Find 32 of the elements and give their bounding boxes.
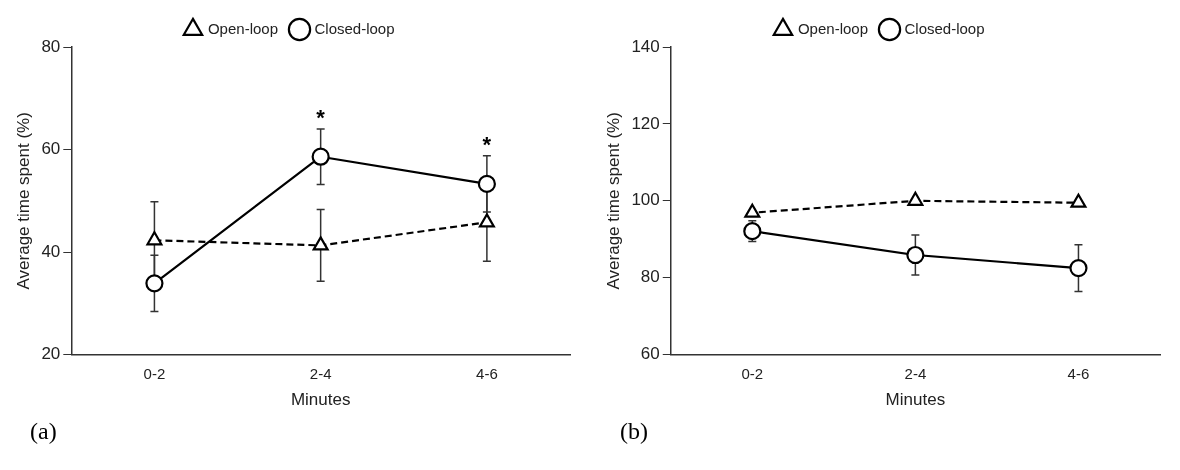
legend-label: Closed-loop [904, 19, 985, 37]
y-tick-label: 80 [640, 267, 660, 287]
y-tick-label: 60 [41, 139, 61, 159]
y-tick-label: 40 [41, 241, 61, 261]
y-tick-label: 80 [41, 36, 61, 56]
y-tick-label: 120 [631, 113, 660, 133]
text: (a) [30, 418, 57, 445]
annotation: * [482, 131, 492, 157]
legend-label: Open-loop [797, 19, 869, 37]
x-axis-title: Minutes [290, 390, 351, 410]
x-tick-label: 4-6 [1067, 364, 1090, 382]
point [477, 174, 496, 193]
point [146, 231, 163, 246]
annotation: * [316, 105, 326, 131]
x-tick-label: 2-4 [309, 364, 332, 382]
point [312, 236, 329, 251]
x-tick-label: 0-2 [741, 364, 764, 382]
y-axis-title: Average time spent (%) [603, 112, 623, 290]
legend-label: Closed-loop [314, 19, 395, 37]
y-axis-title: Average time spent (%) [13, 112, 33, 290]
y-tick-label: 140 [631, 36, 660, 56]
y-tick-label: 20 [41, 344, 61, 364]
legend-label: Open-loop [207, 19, 279, 37]
point [311, 147, 330, 166]
x-tick-label: 2-4 [904, 364, 927, 382]
y-tick-label: 100 [631, 190, 660, 210]
y-tick-label: 60 [640, 344, 660, 364]
x-axis-title: Minutes [885, 390, 946, 410]
text: (b) [620, 418, 648, 445]
x-tick-label: 4-6 [476, 364, 498, 382]
x-tick-label: 0-2 [143, 364, 166, 382]
point [478, 213, 495, 228]
